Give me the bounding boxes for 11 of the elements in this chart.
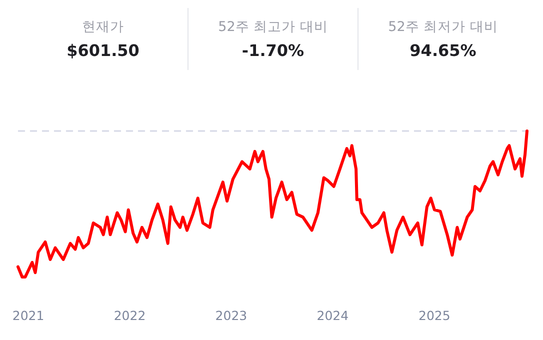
category-label: 52주 최저가 대비 <box>388 19 498 35</box>
x-tick-label: 2022 <box>114 308 146 323</box>
text: 94.65% <box>410 41 476 60</box>
text: -1.70% <box>242 41 304 60</box>
text: $601.50 <box>66 41 140 60</box>
category-label: 52주 최고가 대비 <box>218 19 328 35</box>
x-tick-label: 2021 <box>12 308 44 323</box>
category-label: 현재가 <box>82 19 124 35</box>
x-tick-label: 2024 <box>316 308 349 323</box>
x-tick-label: 2023 <box>215 308 248 323</box>
x-tick-label: 2025 <box>418 308 450 323</box>
